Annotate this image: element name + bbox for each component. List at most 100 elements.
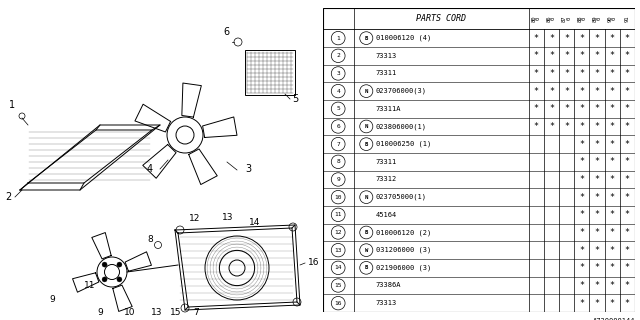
- Text: *: *: [534, 69, 539, 78]
- Text: 86
0: 86 0: [547, 15, 556, 22]
- Text: *: *: [579, 246, 584, 255]
- Text: *: *: [595, 246, 600, 255]
- Text: *: *: [595, 193, 600, 202]
- Text: B: B: [365, 36, 368, 41]
- Text: 73313: 73313: [376, 53, 397, 59]
- Text: *: *: [579, 263, 584, 272]
- Text: *: *: [595, 69, 600, 78]
- Text: PARTS CORD: PARTS CORD: [416, 14, 467, 23]
- Text: *: *: [610, 87, 614, 96]
- Text: 9: 9: [49, 295, 55, 304]
- Text: *: *: [610, 228, 614, 237]
- Text: *: *: [595, 281, 600, 290]
- Text: *: *: [579, 281, 584, 290]
- Text: 7: 7: [336, 142, 340, 147]
- Text: *: *: [610, 51, 614, 60]
- Text: *: *: [610, 34, 614, 43]
- Text: *: *: [625, 281, 630, 290]
- Text: *: *: [534, 34, 539, 43]
- Text: *: *: [625, 51, 630, 60]
- Text: *: *: [595, 175, 600, 184]
- Text: *: *: [564, 69, 569, 78]
- Text: 8: 8: [336, 159, 340, 164]
- Text: *: *: [625, 157, 630, 166]
- Text: *: *: [595, 299, 600, 308]
- Text: *: *: [549, 104, 554, 113]
- Text: 12: 12: [189, 214, 201, 223]
- Text: *: *: [579, 175, 584, 184]
- Text: *: *: [625, 34, 630, 43]
- Text: 91: 91: [625, 15, 630, 22]
- Text: *: *: [564, 51, 569, 60]
- Text: 3: 3: [336, 71, 340, 76]
- Text: *: *: [625, 104, 630, 113]
- Text: *: *: [549, 87, 554, 96]
- Text: 14: 14: [250, 218, 260, 227]
- Text: N: N: [365, 89, 368, 94]
- Text: 13: 13: [335, 248, 342, 253]
- Text: 4: 4: [147, 164, 153, 174]
- Text: 11: 11: [335, 212, 342, 217]
- Text: 73313: 73313: [376, 300, 397, 306]
- Text: 10: 10: [335, 195, 342, 200]
- Text: *: *: [625, 246, 630, 255]
- Text: *: *: [625, 140, 630, 148]
- Text: *: *: [610, 104, 614, 113]
- Text: *: *: [625, 122, 630, 131]
- Text: *: *: [595, 34, 600, 43]
- Text: 6: 6: [336, 124, 340, 129]
- Text: B: B: [365, 142, 368, 147]
- Text: 73311: 73311: [376, 70, 397, 76]
- Text: *: *: [564, 104, 569, 113]
- Text: N: N: [365, 195, 368, 200]
- Text: 6: 6: [224, 27, 230, 37]
- Text: *: *: [564, 87, 569, 96]
- Text: *: *: [595, 157, 600, 166]
- Text: *: *: [579, 299, 584, 308]
- Text: 87
0: 87 0: [562, 15, 572, 22]
- Text: 73311A: 73311A: [376, 106, 401, 112]
- Text: 12: 12: [335, 230, 342, 235]
- Text: 9: 9: [97, 308, 103, 317]
- Text: *: *: [595, 122, 600, 131]
- Text: 010006120 (4): 010006120 (4): [376, 35, 431, 41]
- Text: 1: 1: [9, 100, 15, 110]
- Text: *: *: [549, 34, 554, 43]
- Text: 88
0: 88 0: [577, 15, 586, 22]
- Text: 73312: 73312: [376, 176, 397, 182]
- Text: 15: 15: [335, 283, 342, 288]
- Text: B: B: [365, 265, 368, 270]
- Text: *: *: [625, 175, 630, 184]
- Text: 7: 7: [193, 308, 199, 317]
- Text: 2: 2: [5, 192, 11, 202]
- Text: 14: 14: [335, 265, 342, 270]
- Text: *: *: [564, 34, 569, 43]
- Text: 023806000(1): 023806000(1): [376, 123, 427, 130]
- Text: 031206000 (3): 031206000 (3): [376, 247, 431, 253]
- Text: *: *: [610, 140, 614, 148]
- Text: *: *: [595, 140, 600, 148]
- Text: *: *: [595, 87, 600, 96]
- Text: *: *: [579, 157, 584, 166]
- Text: 021906000 (3): 021906000 (3): [376, 265, 431, 271]
- Text: *: *: [579, 104, 584, 113]
- Text: *: *: [579, 51, 584, 60]
- Text: *: *: [625, 193, 630, 202]
- Text: *: *: [625, 299, 630, 308]
- Text: 3: 3: [245, 164, 251, 174]
- Text: A730000144: A730000144: [593, 318, 635, 320]
- Text: B: B: [365, 230, 368, 235]
- Text: *: *: [610, 175, 614, 184]
- Text: *: *: [549, 69, 554, 78]
- Text: *: *: [625, 69, 630, 78]
- Text: *: *: [610, 69, 614, 78]
- Text: N: N: [365, 124, 368, 129]
- Text: *: *: [579, 87, 584, 96]
- Text: *: *: [595, 228, 600, 237]
- Text: *: *: [579, 69, 584, 78]
- Text: 89
0: 89 0: [593, 15, 602, 22]
- Text: *: *: [595, 51, 600, 60]
- Text: 73311: 73311: [376, 159, 397, 165]
- Text: 9: 9: [336, 177, 340, 182]
- Text: *: *: [610, 122, 614, 131]
